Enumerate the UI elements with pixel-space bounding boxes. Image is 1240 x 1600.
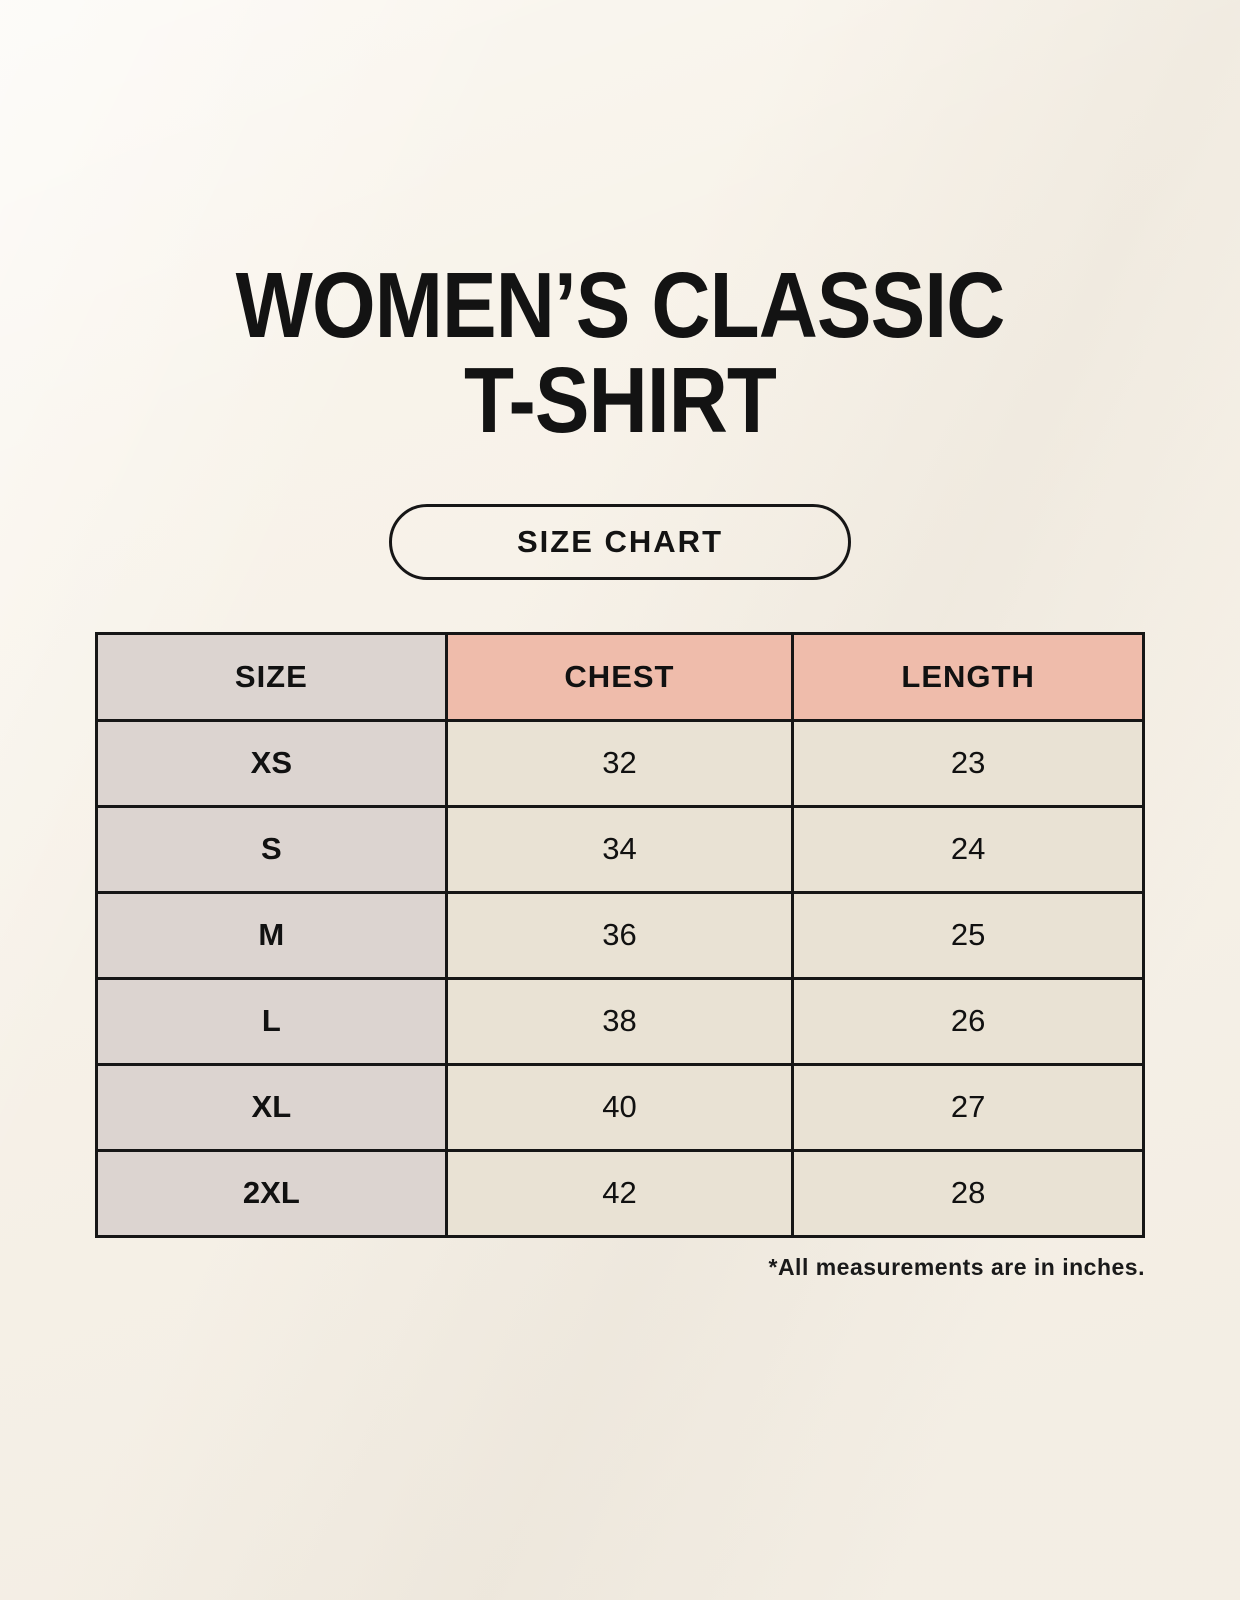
value-cell: 40 [444, 1062, 795, 1152]
page-title-line1: WOMEN’S CLASSIC [235, 253, 1006, 357]
size-cell: M [95, 890, 448, 980]
value-cell: 26 [791, 976, 1145, 1066]
measurements-footnote: *All measurements are in inches. [768, 1253, 1145, 1280]
size-cell: XS [95, 718, 448, 808]
value-cell: 27 [791, 1062, 1145, 1152]
table-row: XL 40 27 [95, 1062, 1145, 1152]
value-cell: 28 [791, 1148, 1145, 1238]
column-header-chest: CHEST [444, 631, 795, 722]
value-cell: 36 [444, 890, 795, 980]
value-cell: 23 [791, 718, 1145, 808]
value-cell: 34 [444, 804, 795, 894]
size-cell: XL [95, 1062, 448, 1152]
size-chart-table-header: SIZE CHEST LENGTH [95, 631, 1145, 722]
size-chart-table: SIZE CHEST LENGTH XS 32 23 S 34 24 M 36 25 L 38 26 X… [95, 631, 1145, 1238]
value-cell: 42 [444, 1148, 795, 1238]
table-row: S 34 24 [95, 804, 1145, 894]
table-row: M 36 25 [95, 890, 1145, 980]
page-title-line2: T-SHIRT [463, 347, 777, 452]
size-cell: L [95, 976, 448, 1066]
column-header-length: LENGTH [791, 631, 1145, 722]
value-cell: 32 [444, 718, 795, 808]
table-row: L 38 26 [95, 976, 1145, 1066]
value-cell: 24 [791, 804, 1145, 894]
size-cell: 2XL [95, 1148, 448, 1238]
size-chart-button[interactable]: SIZE CHART [389, 503, 851, 580]
value-cell: 25 [791, 890, 1145, 980]
column-header-size: SIZE [95, 631, 448, 722]
table-row: 2XL 42 28 [95, 1148, 1145, 1238]
table-row: XS 32 23 [95, 718, 1145, 808]
size-chart-table-body: XS 32 23 S 34 24 M 36 25 L 38 26 XL 40 27 2XL 42 28 [95, 718, 1145, 1238]
size-cell: S [95, 804, 448, 894]
value-cell: 38 [444, 976, 795, 1066]
page-title: WOMEN’S CLASSIC T-SHIRT [74, 0, 1165, 448]
header-row: SIZE CHEST LENGTH [95, 631, 1145, 722]
